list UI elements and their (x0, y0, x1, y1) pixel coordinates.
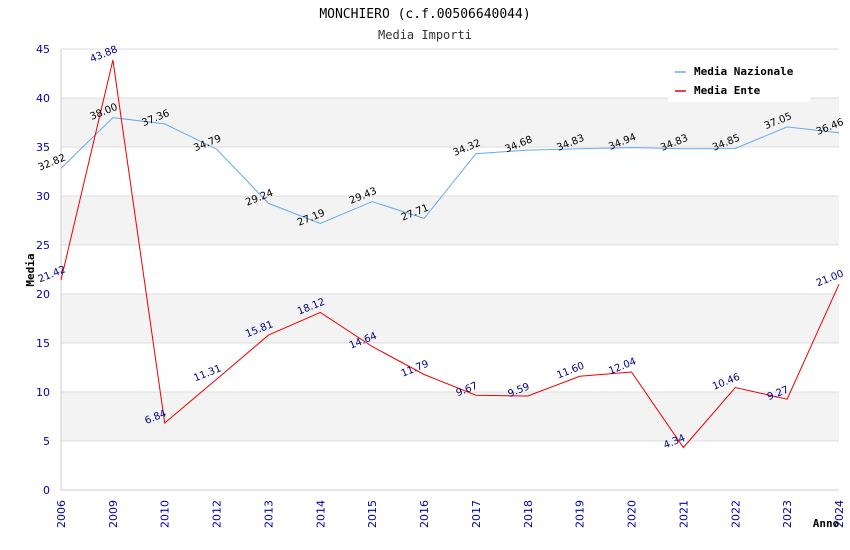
x-tick-label: 2019 (574, 500, 587, 528)
x-tick-label: 2024 (833, 500, 846, 528)
grid-bands (61, 98, 839, 441)
legend: Media Nazionale Media Ente (668, 60, 810, 102)
chart-title: MONCHIERO (c.f.00506640044) (319, 7, 530, 22)
y-tick-label: 5 (43, 435, 50, 448)
grid-band (61, 392, 839, 441)
y-axis-ticks: 0 5 10 15 20 25 30 35 40 45 (36, 43, 50, 497)
series-lines (60, 59, 840, 449)
y-tick-label: 15 (36, 337, 50, 350)
x-tick-label: 2018 (522, 500, 535, 528)
legend-label-media-nazionale: Media Nazionale (694, 65, 794, 78)
grid-band (61, 196, 839, 245)
y-tick-label: 35 (36, 141, 50, 154)
grid-band (61, 294, 839, 343)
x-tick-label: 2010 (159, 500, 172, 528)
x-tick-label: 2012 (211, 500, 224, 528)
chart-subtitle: Media Importi (378, 28, 472, 42)
data-label: 21.42 (37, 264, 68, 285)
data-label: 10.46 (711, 372, 742, 393)
y-tick-label: 45 (36, 43, 50, 56)
axes (60, 49, 839, 491)
data-label: 11.60 (555, 361, 586, 382)
y-tick-label: 0 (43, 484, 50, 497)
x-tick-label: 2016 (418, 500, 431, 528)
series-line-media-nazionale (60, 117, 840, 225)
y-tick-label: 30 (36, 190, 50, 203)
y-tick-label: 10 (36, 386, 50, 399)
x-tick-label: 2020 (626, 500, 639, 528)
x-tick-label: 2009 (107, 500, 120, 528)
data-label: 43.88 (89, 44, 120, 65)
series-line-media-ente (60, 59, 840, 449)
x-tick-label: 2015 (366, 500, 379, 528)
x-tick-label: 2023 (781, 500, 794, 528)
legend-box (668, 60, 810, 102)
x-tick-label: 2014 (314, 500, 327, 528)
data-label: 21.00 (815, 268, 846, 289)
y-tick-label: 20 (36, 288, 50, 301)
x-tick-label: 2022 (729, 500, 742, 528)
x-axis-label: Anno (813, 517, 840, 530)
x-tick-label: 2017 (470, 500, 483, 528)
data-label: 11.31 (192, 363, 223, 384)
data-label: 11.79 (400, 359, 431, 380)
grid-band (61, 98, 839, 147)
data-label: 32.82 (37, 153, 68, 174)
y-tick-label: 40 (36, 92, 50, 105)
x-tick-label: 2021 (677, 500, 690, 528)
y-axis-label: Media (24, 253, 37, 286)
x-tick-label: 2013 (262, 500, 275, 528)
legend-label-media-ente: Media Ente (694, 84, 761, 97)
x-axis-ticks: 2006 2009 2010 2012 2013 2014 2015 2016 2017 2018… (55, 500, 846, 528)
y-tick-label: 25 (36, 239, 50, 252)
x-tick-label: 2006 (55, 500, 68, 528)
